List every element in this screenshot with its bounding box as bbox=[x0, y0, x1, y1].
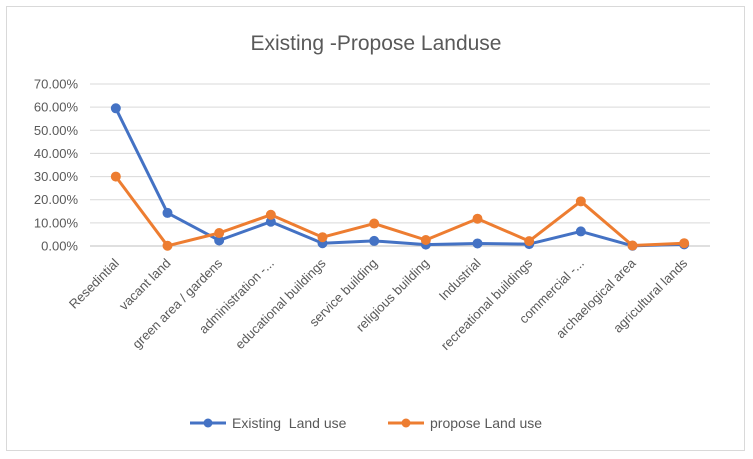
series-2 bbox=[110, 171, 690, 251]
y-tick-label: 10.00% bbox=[34, 215, 79, 230]
y-tick-label: 40.00% bbox=[34, 146, 79, 161]
series-line bbox=[114, 175, 686, 248]
data-point bbox=[369, 218, 380, 229]
data-point bbox=[679, 238, 690, 249]
legend-label: propose Land use bbox=[430, 415, 542, 431]
legend: Existing Land use propose Land use bbox=[190, 415, 542, 431]
legend-item: Existing Land use bbox=[190, 415, 347, 431]
legend-item: propose Land use bbox=[388, 415, 542, 431]
data-point bbox=[420, 234, 431, 245]
data-point bbox=[110, 103, 121, 114]
legend-swatch-marker bbox=[203, 418, 213, 428]
x-tick-label: educational buildings bbox=[232, 255, 329, 352]
y-tick-label: 60.00% bbox=[34, 100, 79, 115]
data-point bbox=[214, 228, 225, 239]
data-point bbox=[524, 236, 535, 247]
data-point bbox=[369, 235, 380, 246]
data-point bbox=[265, 209, 276, 220]
y-tick-label: 70.00% bbox=[34, 77, 79, 92]
series-lines bbox=[110, 103, 690, 251]
data-point bbox=[162, 207, 173, 218]
y-axis-tick-labels: 0.00% 10.00% 20.00% 30.00% 40.00% 50.00% 60.00… bbox=[34, 77, 79, 254]
data-point bbox=[110, 171, 121, 182]
data-point bbox=[317, 232, 328, 243]
data-point bbox=[162, 240, 173, 251]
data-point bbox=[472, 213, 483, 224]
legend-swatch-marker bbox=[401, 418, 411, 428]
x-tick-label: green area / gardens bbox=[129, 255, 225, 351]
x-tick-label: Resedintial bbox=[66, 255, 122, 311]
legend-label: Existing Land use bbox=[232, 415, 347, 431]
y-tick-label: 50.00% bbox=[34, 123, 79, 138]
data-point bbox=[575, 226, 586, 237]
y-tick-label: 20.00% bbox=[34, 192, 79, 207]
chart-frame bbox=[6, 6, 745, 451]
data-point bbox=[575, 196, 586, 207]
y-tick-label: 0.00% bbox=[41, 239, 78, 254]
x-tick-label: recreational buildings bbox=[438, 255, 536, 353]
data-point bbox=[472, 238, 483, 249]
chart-title: Existing -Propose Landuse bbox=[251, 32, 502, 55]
data-point bbox=[627, 240, 638, 251]
x-tick-label: Industrial bbox=[436, 255, 484, 303]
y-tick-label: 30.00% bbox=[34, 169, 79, 184]
